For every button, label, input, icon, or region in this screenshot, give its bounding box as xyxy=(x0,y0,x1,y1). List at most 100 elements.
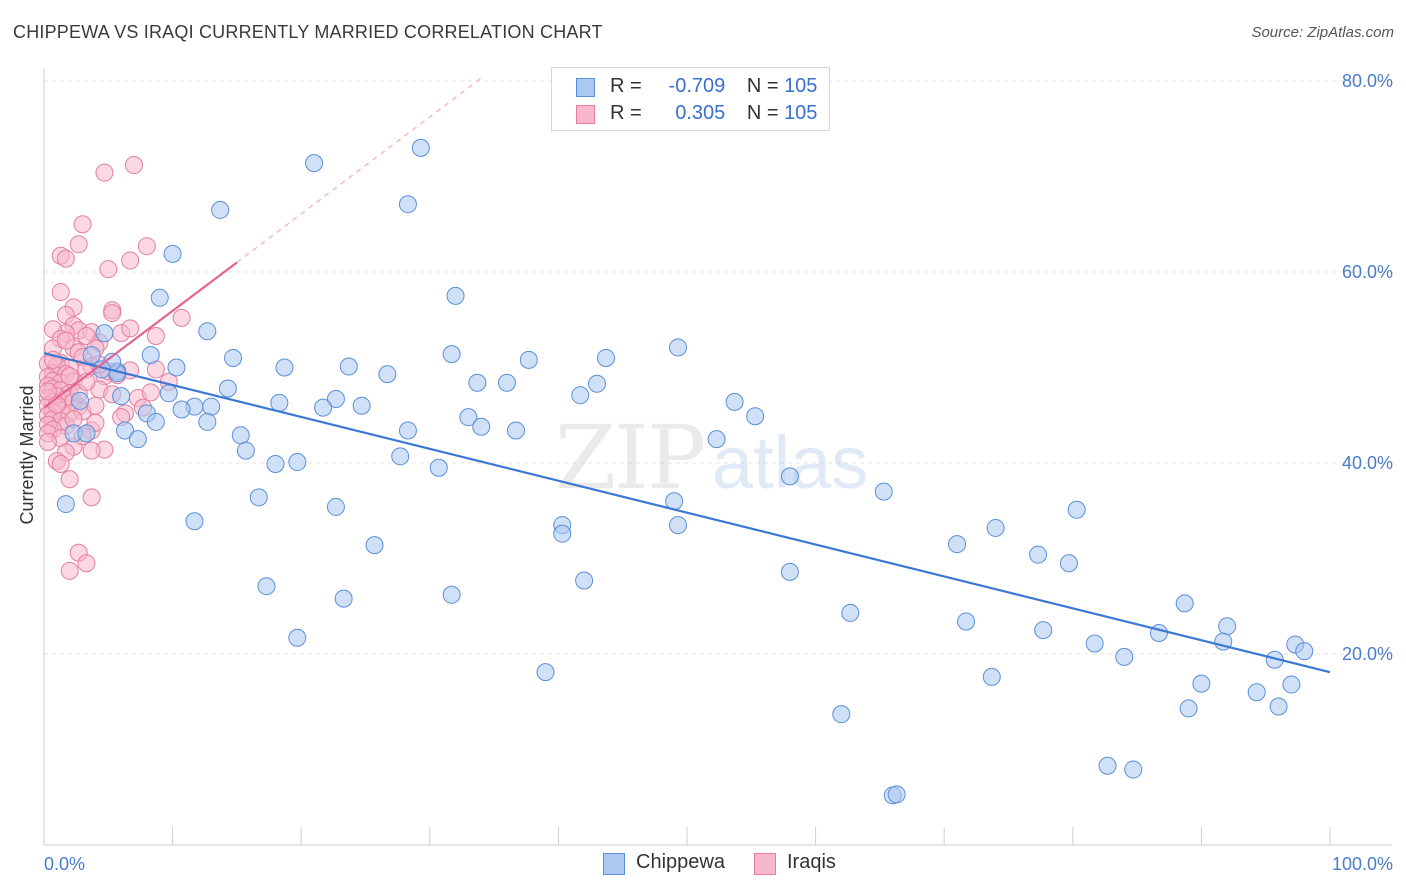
x-tick-label-max: 100.0% xyxy=(1332,854,1393,874)
chippewa-point xyxy=(1269,697,1288,716)
chippewa-point xyxy=(553,524,572,543)
chippewa-point xyxy=(1149,623,1168,642)
chippewa-point xyxy=(71,391,90,410)
y-tick-label: 20.0% xyxy=(1342,644,1393,664)
iraqis-point xyxy=(77,326,96,345)
watermark-zip: ZIP xyxy=(555,406,704,509)
axes xyxy=(43,68,1392,846)
chippewa-point xyxy=(1179,699,1198,718)
chippewa-point xyxy=(172,400,191,419)
iraqis-point xyxy=(51,454,70,473)
chippewa-point xyxy=(575,571,594,590)
iraqis-point xyxy=(73,215,92,234)
chippewa-point xyxy=(275,358,294,377)
series-name-chippewa: Chippewa xyxy=(636,851,725,873)
chippewa-point xyxy=(334,589,353,608)
chippewa-point xyxy=(211,200,230,219)
chippewa-point xyxy=(957,612,976,631)
chippewa-point xyxy=(780,562,799,581)
chippewa-point xyxy=(202,397,221,416)
chippewa-point xyxy=(116,421,135,440)
legend-swatch-chippewa xyxy=(576,78,595,97)
legend-n-value-iraqis: 105 xyxy=(784,102,818,124)
chippewa-point xyxy=(1034,621,1053,640)
chippewa-point xyxy=(270,393,289,412)
chippewa-point xyxy=(668,516,687,535)
legend-r-value-chippewa: -0.709 xyxy=(668,75,726,97)
iraqis-point xyxy=(82,488,101,507)
source-credit: Source: ZipAtlas.com xyxy=(1251,24,1394,41)
chippewa-point xyxy=(163,244,182,263)
chippewa-point xyxy=(326,390,345,409)
chippewa-point xyxy=(159,384,178,403)
chippewa-point xyxy=(459,408,478,427)
chippewa-point xyxy=(398,195,417,214)
chippewa-point xyxy=(1218,617,1237,636)
iraqis-point xyxy=(146,326,165,345)
chippewa-point xyxy=(468,373,487,392)
chippewa-point xyxy=(887,785,906,804)
chippewa-point xyxy=(146,412,165,431)
chippewa-point xyxy=(571,386,590,405)
chippewa-point xyxy=(832,705,851,724)
legend-r-label: R = xyxy=(610,75,642,97)
iraqis-point xyxy=(95,163,114,182)
chippewa-point xyxy=(314,398,333,417)
chippewa-point xyxy=(442,585,461,604)
legend-n-label: N = xyxy=(746,102,779,124)
chippewa-point xyxy=(411,138,430,157)
chippewa-point xyxy=(391,447,410,466)
iraqis-point xyxy=(38,432,57,451)
chippewa-point xyxy=(596,348,615,367)
chippewa-point xyxy=(141,346,160,365)
chippewa-point xyxy=(536,663,555,682)
chippewa-point xyxy=(948,535,967,554)
series-legend: Chippewa Iraqis xyxy=(0,851,1406,879)
trend-lines xyxy=(43,77,1331,674)
iraqis-trend-line xyxy=(43,261,238,409)
iraqis-point xyxy=(51,283,70,302)
chippewa-point xyxy=(398,421,417,440)
chippewa-point xyxy=(167,358,186,377)
chippewa-point xyxy=(707,430,726,449)
iraqis-point xyxy=(56,249,75,268)
chippewa-point xyxy=(1029,545,1048,564)
legend-r-value-iraqis: 0.305 xyxy=(675,102,726,124)
iraqis-point xyxy=(86,396,105,415)
iraqis-point xyxy=(125,156,144,175)
chippewa-point xyxy=(446,286,465,305)
chippewa-point xyxy=(305,154,324,173)
chippewa-point xyxy=(497,373,516,392)
watermark-atlas: atlas xyxy=(712,421,868,504)
chippewa-point xyxy=(150,288,169,307)
x-tick-label-min: 0.0% xyxy=(44,854,85,874)
chippewa-point xyxy=(587,374,606,393)
legend-r-label: R = xyxy=(610,102,642,124)
series-swatch-iraqis xyxy=(754,853,776,875)
chippewa-point xyxy=(982,667,1001,686)
chippewa-point xyxy=(1059,554,1078,573)
iraqis-point xyxy=(99,260,118,279)
chippewa-point xyxy=(1124,760,1143,779)
iraqis-point xyxy=(77,554,96,573)
iraqis-point xyxy=(60,561,79,580)
iraqis-point xyxy=(56,331,75,350)
chippewa-point xyxy=(112,387,131,406)
chippewa-point xyxy=(352,396,371,415)
chippewa-point xyxy=(442,345,461,364)
grid-lines xyxy=(44,80,1392,655)
iraqis-point xyxy=(82,441,101,460)
iraqis-point xyxy=(137,237,156,256)
chippewa-point xyxy=(506,421,525,440)
chippewa-point xyxy=(288,628,307,647)
chippewa-point xyxy=(77,424,96,443)
chippewa-points xyxy=(56,138,1314,805)
chippewa-point xyxy=(95,324,114,343)
chippewa-point xyxy=(1295,642,1314,661)
chippewa-point xyxy=(519,350,538,369)
chippewa-point xyxy=(1085,634,1104,653)
iraqis-point xyxy=(121,319,140,338)
iraqis-point xyxy=(121,251,140,270)
chippewa-point xyxy=(1282,675,1301,694)
